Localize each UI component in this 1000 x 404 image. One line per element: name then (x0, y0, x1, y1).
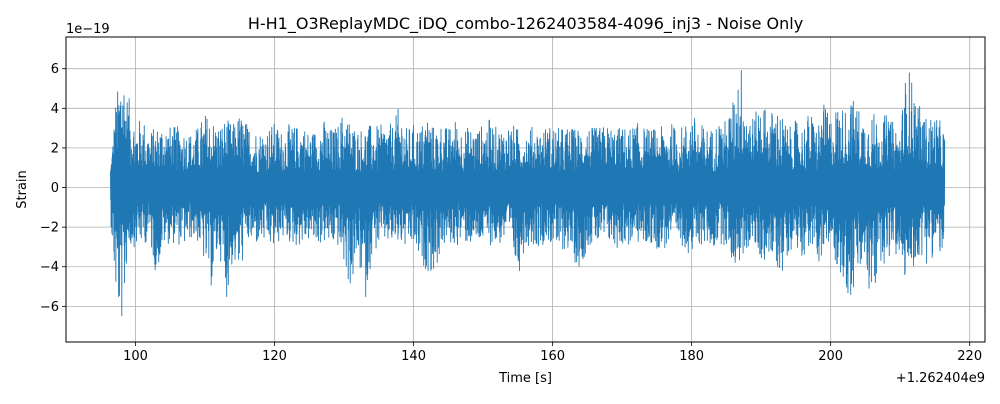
y-tick-label: 0 (51, 181, 59, 196)
strain-series-line (110, 69, 946, 317)
y-exponent-label: 1e−19 (66, 22, 110, 37)
x-axis-label: Time [s] (498, 371, 552, 386)
x-tick-label: 180 (679, 349, 704, 364)
x-tick-label: 220 (957, 349, 982, 364)
x-tick-label: 200 (818, 349, 843, 364)
x-offset-label: +1.262404e9 (896, 371, 985, 386)
y-tick-label: 4 (51, 102, 59, 117)
chart-title: H-H1_O3ReplayMDC_iDQ_combo-1262403584-40… (248, 14, 803, 34)
y-ticks: −6 −4 −2 0 2 4 6 (40, 62, 66, 315)
y-axis-label: Strain (15, 170, 30, 209)
series-layer (110, 69, 946, 317)
x-tick-label: 100 (123, 349, 148, 364)
x-tick-label: 140 (401, 349, 426, 364)
x-tick-label: 160 (540, 349, 565, 364)
axes-frame (65, 36, 986, 343)
y-tick-label: −6 (40, 300, 59, 315)
x-ticks: 100 120 140 160 180 200 220 (123, 342, 982, 364)
y-tick-label: 6 (51, 62, 59, 77)
x-tick-label: 120 (262, 349, 287, 364)
y-tick-label: −2 (40, 221, 59, 236)
y-tick-label: 2 (51, 141, 59, 156)
y-tick-label: −4 (40, 260, 59, 275)
